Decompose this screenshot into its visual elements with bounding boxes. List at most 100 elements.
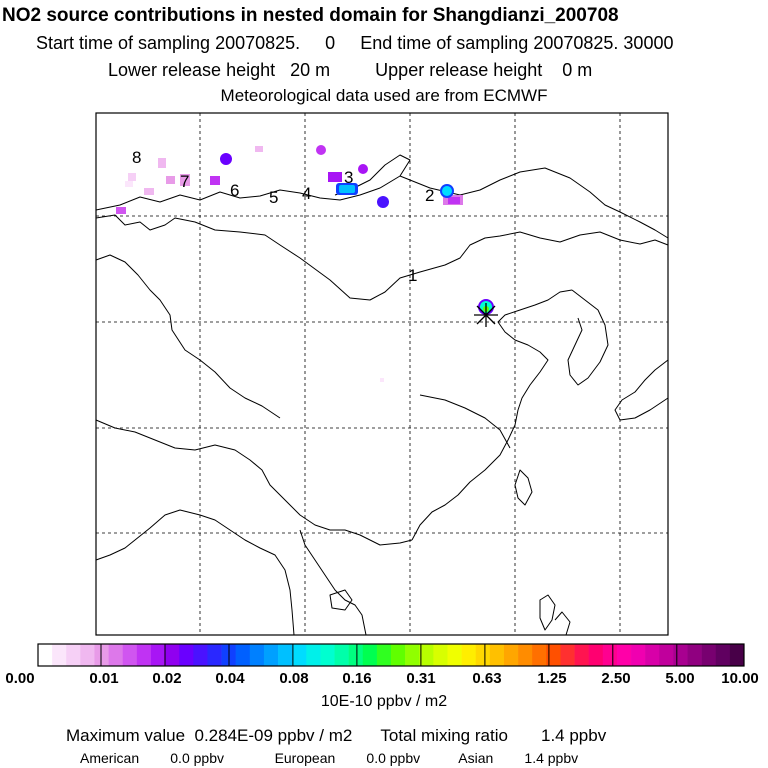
- colorbar-tick: 0.04: [215, 670, 245, 687]
- colorbar-tick: 0.16: [342, 670, 372, 687]
- colorbar-cell: [193, 644, 208, 666]
- colorbar-cell: [489, 644, 505, 666]
- end-time-value: 20070825. 30000: [533, 33, 674, 53]
- colorbar-cell: [165, 644, 180, 666]
- colorbar-cell: [136, 644, 152, 666]
- colorbar-tick: 0.00: [5, 670, 35, 687]
- colorbar-cell: [235, 644, 251, 666]
- japan-coast: [614, 359, 669, 421]
- patch-faint: [180, 174, 190, 186]
- colorbar-cell: [645, 644, 660, 666]
- colorbar-cell: [701, 644, 717, 666]
- colorbar-cell: [249, 644, 265, 666]
- patch-medium: [316, 145, 326, 155]
- colorbar-cell: [715, 644, 731, 666]
- philippine-islands: [554, 611, 571, 636]
- american-label: American: [80, 750, 140, 766]
- colorbar-cell: [631, 644, 646, 666]
- asian-label: Asian: [458, 750, 494, 766]
- european-label: European: [274, 750, 336, 766]
- upper-height-label: Upper release height: [375, 60, 543, 80]
- colorbar-cell: [320, 644, 335, 666]
- track-label-8: 8: [132, 148, 142, 167]
- colorbar-tick: 5.00: [665, 670, 695, 687]
- colorbar-cell: [532, 644, 547, 666]
- met-data-line: Meteorological data used are from ECMWF: [220, 86, 548, 105]
- release-height-line: Lower release height 20 m Upper release …: [108, 61, 592, 79]
- colorbar-cell: [405, 644, 420, 666]
- plot-title: NO2 source contributions in nested domai…: [2, 5, 619, 26]
- colorbar-cell: [94, 644, 109, 666]
- colorbar-cell: [292, 644, 307, 666]
- russia-border: [95, 154, 411, 211]
- patch-strong: [377, 196, 389, 208]
- patch-faint: [255, 146, 263, 152]
- colorbar-tick: 2.50: [601, 670, 631, 687]
- colorbar-cell: [475, 644, 491, 666]
- colorbar-units: 10E-10 ppbv / m2: [320, 693, 448, 710]
- colorbar-cell: [207, 644, 222, 666]
- colorbar-cell: [348, 644, 364, 666]
- max-value: 0.284E-09 ppbv / m2: [194, 726, 353, 745]
- colorbar-cell: [391, 644, 406, 666]
- patch-strong-core: [339, 185, 355, 193]
- patch-faint: [158, 158, 166, 168]
- taiwan-island: [514, 469, 533, 506]
- total-mixing-label: Total mixing ratio: [380, 726, 508, 745]
- colorbar-cell: [108, 644, 124, 666]
- european-value: 0.0 ppbv: [366, 750, 421, 766]
- mongolia-border: [95, 214, 669, 301]
- colorbar-tick: 0.02: [152, 670, 182, 687]
- lower-height-label: Lower release height: [108, 60, 276, 80]
- colorbar-cell: [659, 644, 674, 666]
- colorbar-cell: [278, 644, 293, 666]
- patch-strong: [220, 153, 232, 165]
- northeast-border: [399, 167, 669, 239]
- west-border: [95, 254, 281, 419]
- track-label-4: 4: [302, 184, 312, 203]
- map-frame: [95, 112, 669, 636]
- patch-faint: [166, 176, 175, 184]
- colorbar-cell: [150, 644, 166, 666]
- start-time-value: 20070825. 0: [215, 33, 336, 53]
- colorbar-cell: [588, 644, 604, 666]
- colorbar-tick: 0.08: [279, 670, 309, 687]
- colorbar: [38, 644, 745, 666]
- patch-medium: [328, 172, 342, 182]
- american-value: 0.0 ppbv: [170, 750, 224, 766]
- colorbar-cell: [419, 644, 434, 666]
- colorbar-cell: [546, 644, 561, 666]
- colorbar-cell: [263, 644, 279, 666]
- colorbar-cell: [334, 644, 349, 666]
- coastlines-borders: [95, 154, 669, 636]
- south-border: [95, 419, 413, 546]
- colorbar-cell: [729, 644, 745, 666]
- china-east-coast: [411, 289, 573, 541]
- indochina-west-coast: [95, 509, 295, 636]
- patch-faint: [128, 173, 136, 181]
- colorbar-cell: [447, 644, 462, 666]
- patch-medium: [448, 197, 460, 204]
- colorbar-tick: 0.63: [472, 670, 502, 687]
- max-value-label: Maximum value: [66, 726, 186, 745]
- end-time-label: End time of sampling: [360, 33, 529, 53]
- korea-peninsula: [567, 289, 609, 386]
- track-label-5: 5: [269, 188, 279, 207]
- colorbar-cell: [52, 644, 67, 666]
- track-label-1: 1: [408, 266, 418, 285]
- colorbar-tick: 1.25: [537, 670, 567, 687]
- region-contributions: American 0.0 ppbv European 0.0 ppbv Asia…: [80, 750, 578, 766]
- colorbar-cell: [602, 644, 618, 666]
- colorbar-cell: [673, 644, 688, 666]
- patch-medium: [116, 207, 126, 214]
- colorbar-cell: [376, 644, 392, 666]
- colorbar-cell: [687, 644, 702, 666]
- colorbar-tick: 0.01: [89, 670, 119, 687]
- province-border: [419, 394, 511, 449]
- sampling-time-line: Start time of sampling 20070825. 0 End t…: [36, 34, 673, 52]
- lower-height-value: 20 m: [290, 60, 331, 80]
- total-mixing-value: 1.4 ppbv: [541, 726, 607, 745]
- colorbar-tick: 10.00: [721, 670, 759, 687]
- colorbar-cell: [66, 644, 81, 666]
